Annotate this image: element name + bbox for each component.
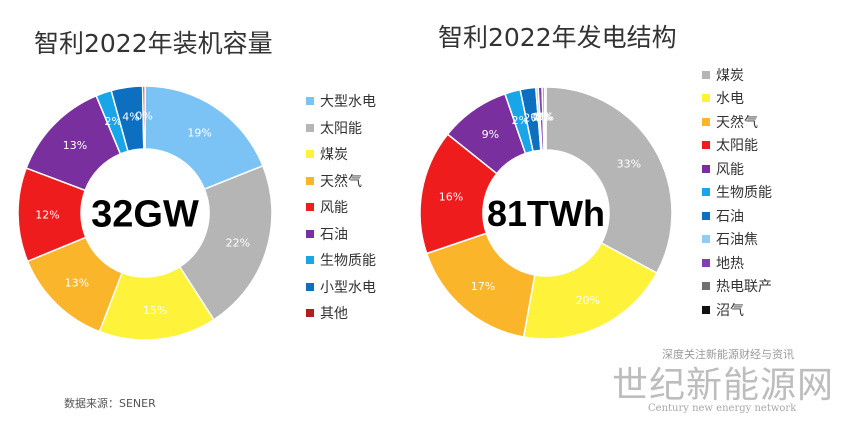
legend-label: 煤炭 — [716, 67, 744, 84]
slice-1-1 — [522, 241, 658, 340]
watermark-english: Century new energy network — [648, 403, 797, 414]
legend-label: 太阳能 — [716, 138, 758, 155]
legend-swatch — [306, 229, 314, 238]
data-label-1-3: 16% — [439, 190, 463, 203]
data-label-0-5: 13% — [63, 139, 87, 152]
legend-item-1-4: 风能 — [702, 157, 772, 181]
legend-item-0-8: 其他 — [306, 300, 376, 327]
slice-0-0 — [144, 85, 264, 191]
legend-swatch — [306, 176, 314, 185]
legend-swatch — [306, 309, 314, 318]
legend-label: 风能 — [716, 161, 744, 178]
legend-item-1-9: 热电联产 — [702, 275, 772, 299]
legend-label: 天然气 — [716, 114, 758, 131]
legend-item-0-2: 煤炭 — [306, 141, 376, 168]
legend-label: 石油 — [320, 226, 348, 243]
data-label-1-10: 0% — [537, 111, 554, 124]
legend-label: 地热 — [716, 255, 744, 272]
data-label-0-7: 4% — [122, 111, 139, 124]
chart-title-capacity: 智利2022年装机容量 — [34, 29, 273, 58]
data-label-0-6: 2% — [104, 115, 121, 128]
legend-swatch — [306, 150, 314, 159]
legend-swatch — [306, 203, 314, 212]
data-source: 数据来源：SENER — [64, 397, 156, 410]
data-label-1-0: 33% — [617, 158, 641, 171]
legend-label: 石油焦 — [716, 232, 758, 249]
legend-label: 煤炭 — [320, 147, 348, 164]
legend-swatch — [702, 117, 710, 126]
slice-1-0 — [545, 86, 673, 275]
legend-item-0-4: 风能 — [306, 194, 376, 221]
slice-0-1 — [178, 164, 273, 321]
data-label-1-5: 2% — [512, 114, 529, 127]
legend-label: 生物质能 — [320, 253, 376, 270]
legend-swatch — [702, 305, 710, 314]
slice-1-10 — [543, 86, 547, 151]
legend-label: 小型水电 — [320, 279, 376, 296]
legend-item-1-6: 石油 — [702, 204, 772, 228]
chart-title-generation: 智利2022年发电结构 — [438, 23, 677, 52]
data-label-1-4: 9% — [482, 128, 499, 141]
legend-swatch — [702, 70, 710, 79]
center-label-0: 32GW — [91, 194, 199, 236]
data-label-0-2: 15% — [143, 304, 167, 317]
legend-label: 石油 — [716, 208, 744, 225]
data-label-0-4: 12% — [35, 208, 59, 221]
legend-swatch — [306, 282, 314, 291]
watermark-logo: 世纪新能源网 — [612, 365, 835, 406]
legend-item-0-1: 太阳能 — [306, 115, 376, 142]
legend-swatch — [306, 123, 314, 132]
legend-item-1-2: 天然气 — [702, 110, 772, 134]
legend-swatch — [702, 258, 710, 267]
legend-item-0-0: 大型水电 — [306, 88, 376, 115]
legend-label: 太阳能 — [320, 120, 362, 137]
legend-label: 水电 — [716, 91, 744, 108]
watermark-tagline: 深度关注新能源财经与资讯 — [660, 346, 796, 362]
legend-label: 风能 — [320, 200, 348, 217]
legend-item-1-7: 石油焦 — [702, 228, 772, 252]
slice-0-8 — [141, 85, 146, 150]
legend-swatch — [306, 256, 314, 265]
data-label-1-1: 20% — [576, 294, 600, 307]
legend-item-1-0: 煤炭 — [702, 63, 772, 87]
data-label-0-1: 22% — [226, 237, 250, 250]
data-label-0-8: 0% — [135, 110, 152, 123]
legend-item-1-5: 生物质能 — [702, 181, 772, 205]
data-label-0-3: 13% — [65, 277, 89, 290]
legend-swatch — [702, 211, 710, 220]
data-label-1-6: 2% — [523, 111, 540, 124]
legend-swatch — [702, 188, 710, 197]
center-label-1: 81TWh — [487, 193, 605, 234]
legend-label: 大型水电 — [320, 94, 376, 111]
legend-item-1-3: 太阳能 — [702, 134, 772, 158]
legend-swatch — [702, 235, 710, 244]
data-label-0-0: 19% — [187, 126, 211, 139]
legend-label: 生物质能 — [716, 185, 772, 202]
legend-item-1-8: 地热 — [702, 251, 772, 275]
data-label-1-2: 17% — [471, 280, 495, 293]
legend-label: 其他 — [320, 306, 348, 323]
legend-label: 沼气 — [716, 302, 744, 319]
legend-label: 热电联产 — [716, 279, 772, 296]
legend-item-1-10: 沼气 — [702, 298, 772, 322]
legend-swatch — [306, 97, 314, 106]
legend-generation: 煤炭水电天然气太阳能风能生物质能石油石油焦地热热电联产沼气 — [702, 63, 772, 322]
legend-label: 天然气 — [320, 173, 362, 190]
legend-swatch — [702, 282, 710, 291]
legend-swatch — [702, 164, 710, 173]
legend-swatch — [702, 94, 710, 103]
legend-item-0-5: 石油 — [306, 221, 376, 248]
legend-item-0-7: 小型水电 — [306, 274, 376, 301]
legend-item-0-3: 天然气 — [306, 168, 376, 195]
legend-item-1-1: 水电 — [702, 87, 772, 111]
legend-capacity: 大型水电太阳能煤炭天然气风能石油生物质能小型水电其他 — [306, 88, 376, 327]
data-label-1-9: 0% — [535, 111, 552, 124]
legend-item-0-6: 生物质能 — [306, 247, 376, 274]
legend-swatch — [702, 141, 710, 150]
